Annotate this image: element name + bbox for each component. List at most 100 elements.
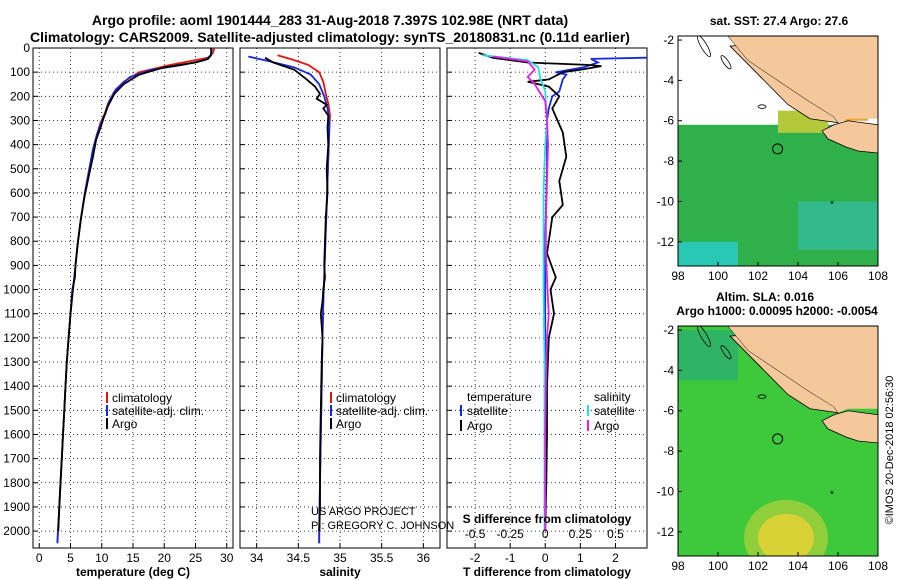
- ytick-label: 100: [10, 65, 30, 79]
- sst-map-xtick-label: 106: [828, 269, 848, 283]
- difference-top-tick-label: 0: [542, 527, 549, 541]
- sla-map-xtick-label: 102: [748, 559, 768, 573]
- chart-title-line1: Argo profile: aoml 1901444_283 31-Aug-20…: [91, 12, 569, 28]
- sla-map-island-enggano: [757, 394, 767, 399]
- ytick-label: 400: [10, 138, 30, 152]
- sst-map-float-marker: [772, 143, 784, 155]
- sla-map-ytick-label: -2: [663, 323, 674, 337]
- ytick-label: 900: [10, 258, 30, 272]
- sst-map-ytick-label: -10: [657, 194, 675, 208]
- difference-xtick-label: -1: [505, 551, 516, 565]
- salinity-xtick-label: 34: [250, 551, 264, 565]
- temperature-xtick-label: 20: [158, 551, 172, 565]
- imos-watermark: ©IMOS 20-Dec-2018 02:56:30: [884, 376, 896, 525]
- temperature-xlabel: temperature (deg C): [76, 565, 190, 579]
- difference-top-tick-label: -0.5: [465, 527, 486, 541]
- sla-map-xtick-label: 98: [671, 559, 685, 573]
- ytick-label: 1700: [3, 452, 30, 466]
- temperature-xtick-label: 15: [126, 551, 140, 565]
- sla-low-patch: [678, 330, 738, 381]
- sla-map-float-marker: [772, 433, 784, 445]
- salinity-xtick-label: 35: [333, 551, 347, 565]
- sla-map-island-siberut: [697, 326, 711, 347]
- sla-map-ytick-label: -8: [663, 444, 674, 458]
- sla-map-group: * 98 100 102 104 106 108 -2 -4 -6 -8 -10 -12: [657, 323, 889, 573]
- sst-map-group: * 98 100 102 104 106 108 -2 -4 -6 -8 -10 -12: [657, 33, 889, 283]
- difference-legend-label: Argo: [594, 419, 620, 433]
- temperature-series-2-line: [57, 48, 213, 532]
- credit-line1: US ARGO PROJECT: [311, 506, 416, 518]
- sla-map-land-java: [821, 410, 878, 444]
- difference-series-2-line: [482, 54, 548, 532]
- sla-map-land-east: [728, 326, 878, 413]
- salinity-legend-label: satellite-adj. clim.: [336, 404, 428, 418]
- difference-legend-title-salinity: salinity: [594, 390, 631, 404]
- ytick-label: 1000: [3, 283, 30, 297]
- ytick-label: 300: [10, 113, 30, 127]
- sla-map-xtick-label: 100: [708, 559, 728, 573]
- sst-map-frame: [677, 35, 879, 267]
- sst-map-island-star: *: [830, 199, 834, 210]
- sla-map-ytick-label: -6: [663, 404, 674, 418]
- sst-map-ytick-label: -4: [663, 73, 674, 87]
- sla-map-xtick-label: 108: [868, 559, 888, 573]
- ytick-label: 1600: [3, 427, 30, 441]
- ytick-label: 1800: [3, 476, 30, 490]
- difference-top-tick-label: -0.25: [496, 527, 524, 541]
- ytick-label: 500: [10, 162, 30, 176]
- temperature-legend-label: Argo: [112, 417, 138, 431]
- salinity-legend-label: Argo: [336, 417, 362, 431]
- sst-cyan-patch: [798, 201, 878, 250]
- ytick-label: 2000: [3, 524, 30, 538]
- sst-map-island-enggano: [757, 104, 767, 109]
- ytick-label: 0: [23, 41, 30, 55]
- sst-map-xtick-label: 108: [868, 269, 888, 283]
- chart-title-line2: Climatology: CARS2009. Satellite-adjuste…: [30, 29, 630, 45]
- sst-map-ytick-label: -12: [657, 235, 675, 249]
- sst-map-island-siberut: [697, 36, 711, 57]
- sla-map-inner: *: [678, 326, 878, 556]
- salinity-xtick-label: 36: [417, 551, 431, 565]
- difference-xlabel-top: S difference from climatology: [463, 512, 632, 526]
- sla-map-ytick-label: -10: [657, 484, 675, 498]
- temperature-xtick-label: 10: [95, 551, 109, 565]
- ytick-label: 1500: [3, 403, 30, 417]
- temperature-xtick-label: 25: [189, 551, 203, 565]
- salinity-xlabel: salinity: [319, 565, 361, 579]
- sst-map-ytick-label: -8: [663, 154, 674, 168]
- ytick-label: 800: [10, 234, 30, 248]
- sla-map-title2: Argo h1000: 0.00095 h2000: -0.0054: [676, 304, 878, 318]
- difference-legend-label: Argo: [467, 419, 493, 433]
- temperature-legend-label: climatology: [112, 391, 172, 405]
- salinity-xtick-label: 34.5: [287, 551, 311, 565]
- difference-legend-label: satellite: [467, 404, 508, 418]
- sla-map-ytick-label: -4: [663, 363, 674, 377]
- sla-map-land-sumatra: [678, 326, 878, 414]
- credit-line2: PI: GREGORY C. JOHNSON: [311, 520, 454, 532]
- difference-legend-title-temperature: temperature: [467, 390, 532, 404]
- ytick-label: 1900: [3, 500, 30, 514]
- salinity-legend-label: climatology: [336, 391, 396, 405]
- salinity-series-1-line: [248, 55, 331, 544]
- sst-map-land-java: [821, 120, 878, 154]
- temperature-series-1-line: [56, 47, 213, 544]
- sst-map-inner: *: [678, 36, 878, 266]
- difference-xlabel: T difference from climatology: [463, 565, 631, 579]
- sla-map-island-pagai: [720, 345, 732, 360]
- sst-map-land-east: [728, 36, 878, 123]
- sla-map-island-star: *: [830, 489, 834, 500]
- ytick-label: 1300: [3, 355, 30, 369]
- temperature-xtick-label: 30: [220, 551, 234, 565]
- sst-map-ytick-label: -6: [663, 114, 674, 128]
- temperature-series-0-line: [56, 47, 216, 544]
- salinity-xtick-label: 35.5: [370, 551, 394, 565]
- ytick-label: 1100: [4, 307, 30, 321]
- difference-series-3-line: [492, 55, 550, 532]
- sst-map-xtick-label: 100: [708, 269, 728, 283]
- sst-map-island-pagai: [720, 55, 732, 70]
- ytick-label: 200: [10, 89, 30, 103]
- ytick-label: 700: [10, 210, 30, 224]
- difference-xtick-label: 1: [577, 551, 584, 565]
- ytick-label: 600: [10, 186, 30, 200]
